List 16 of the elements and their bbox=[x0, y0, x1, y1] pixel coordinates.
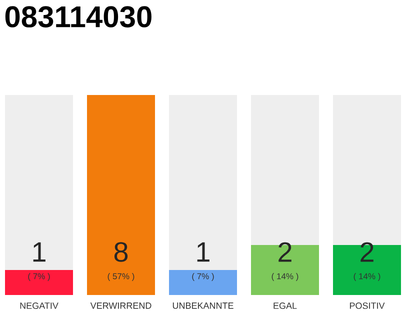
x-tick-label: VERWIRREND bbox=[90, 302, 152, 309]
chart-title: 083114030 bbox=[5, 6, 152, 28]
data-label: 2 bbox=[278, 242, 292, 262]
x-tick-label: POSITIV bbox=[350, 302, 385, 309]
x-tick-label: EGAL bbox=[274, 302, 297, 309]
annotation: ( 14% ) bbox=[272, 273, 298, 281]
annotation: ( 14% ) bbox=[354, 273, 380, 281]
data-label: 8 bbox=[114, 242, 128, 262]
x-tick-label: NEGATIV bbox=[20, 302, 58, 309]
data-label: 1 bbox=[33, 242, 46, 262]
data-label: 1 bbox=[197, 242, 210, 262]
data-label: 2 bbox=[360, 242, 374, 262]
x-tick-label: UNBEKANNTE bbox=[172, 302, 234, 309]
annotation: ( 7% ) bbox=[192, 273, 214, 281]
annotation: ( 57% ) bbox=[108, 273, 134, 281]
annotation: ( 7% ) bbox=[28, 273, 50, 281]
